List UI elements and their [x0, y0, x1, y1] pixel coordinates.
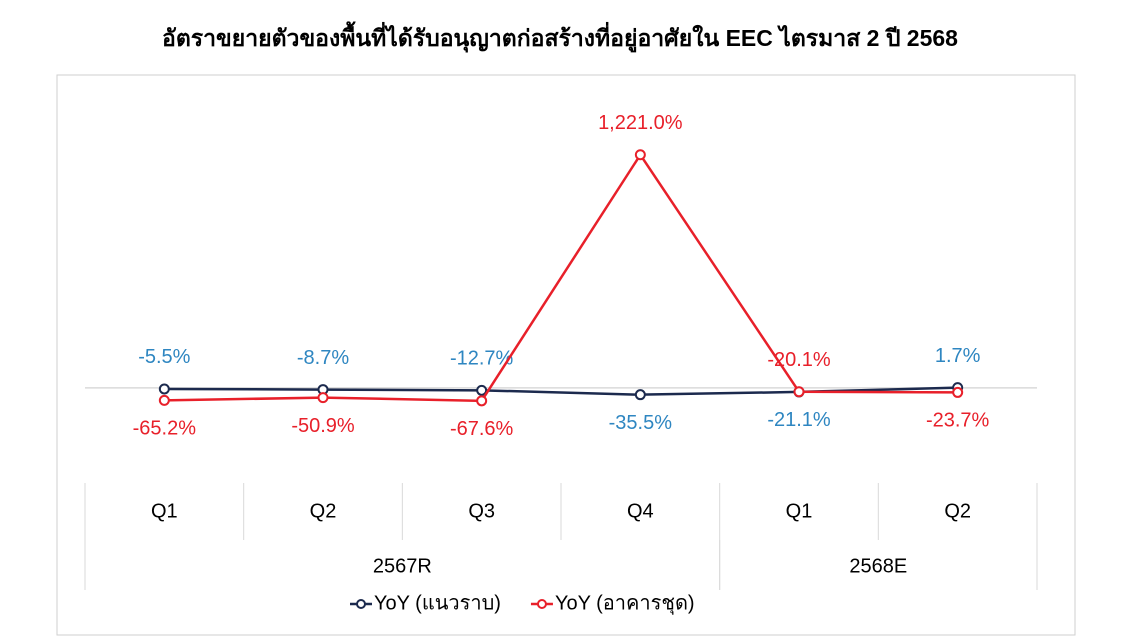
data-label: -35.5% [609, 412, 673, 434]
legend-label: YoY (อาคารชุด) [555, 592, 695, 615]
data-label: -65.2% [133, 418, 197, 440]
data-label: -23.7% [926, 410, 990, 432]
chart-frame [56, 74, 1076, 636]
data-label: -12.7% [450, 348, 514, 370]
x-tick-label: Q1 [786, 500, 813, 522]
data-label: -21.1% [767, 409, 831, 431]
data-label: 1.7% [935, 345, 981, 367]
data-point [317, 392, 329, 404]
x-tick-label: Q2 [944, 500, 971, 522]
data-point [634, 149, 646, 161]
x-tick-label: Q2 [310, 500, 337, 522]
legend-marker [536, 599, 547, 609]
data-point [158, 394, 170, 406]
legend-marker [356, 599, 366, 609]
legend-label: YoY (แนวราบ) [374, 592, 501, 614]
data-label: -50.9% [291, 415, 355, 437]
series-line [164, 152, 958, 403]
group-label: 2567R [373, 555, 432, 577]
x-tick-label: Q4 [627, 500, 654, 522]
data-point [476, 384, 488, 396]
x-tick-label: Q3 [468, 500, 495, 522]
data-label: -8.7% [297, 347, 349, 369]
data-point [793, 386, 805, 398]
data-point [952, 386, 964, 398]
data-point [476, 395, 488, 407]
group-label: 2568E [849, 555, 907, 577]
data-label: -5.5% [138, 346, 190, 368]
chart-title: อัตราขยายตัวของพื้นที่ได้รับอนุญาตก่อสร้… [162, 21, 958, 53]
data-label: -67.6% [450, 418, 514, 440]
x-tick-label: Q1 [151, 500, 178, 522]
data-label: 1,221.0% [598, 112, 683, 134]
data-label: -20.1% [767, 349, 831, 371]
data-point [158, 383, 170, 395]
data-point [634, 389, 646, 401]
